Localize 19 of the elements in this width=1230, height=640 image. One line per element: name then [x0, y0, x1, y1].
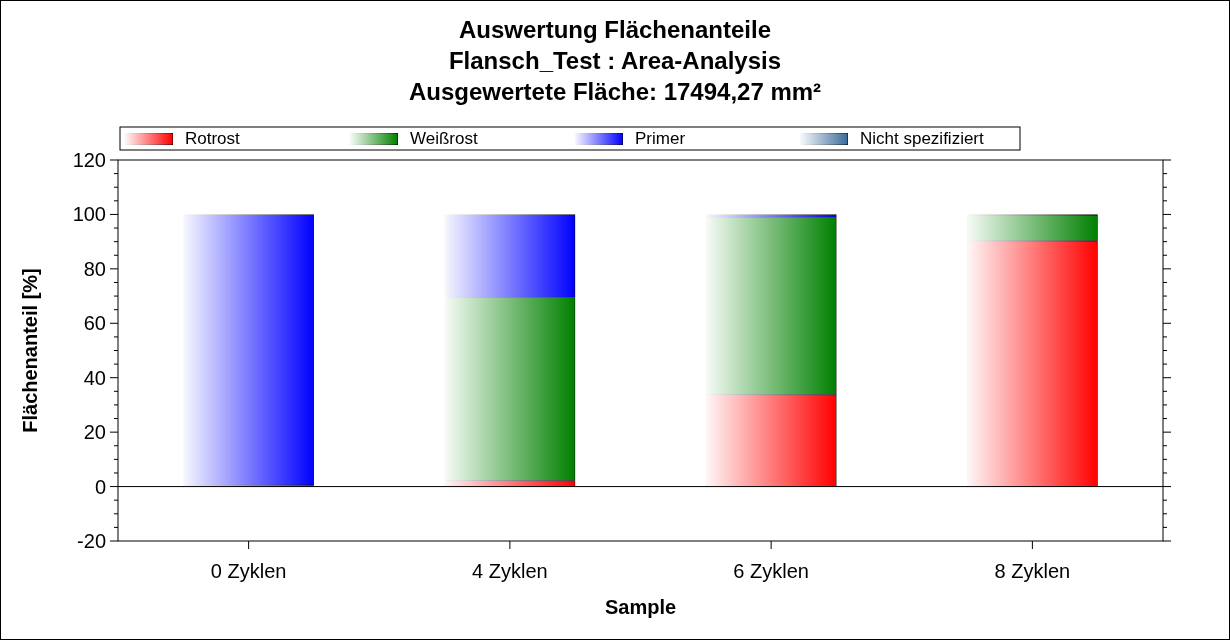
- legend-label: Weißrost: [410, 129, 478, 148]
- x-tick-label: 6 Zyklen: [733, 560, 809, 582]
- y-tick-label: 80: [83, 257, 106, 280]
- x-tick-label: 8 Zyklen: [994, 560, 1071, 582]
- y-tick-label: 60: [83, 312, 106, 335]
- y-tick-label: 40: [83, 366, 106, 389]
- y-tick-label: -20: [77, 530, 106, 552]
- y-tick-label: 120: [72, 149, 106, 171]
- x-tick-label: 4 Zyklen: [472, 560, 548, 582]
- x-axis-title: Sample: [604, 596, 677, 618]
- y-tick-label: 100: [72, 203, 106, 226]
- chart-title: Auswertung Flächenanteile Flansch_Test : Area-Analysis Ausgewertete Fläche: 17494,27 mm²: [408, 16, 822, 105]
- y-axis-title: Flächenanteil [%]: [19, 268, 41, 433]
- legend-label: Nicht spezifiziert: [860, 129, 985, 148]
- y-tick-label: 0: [94, 475, 106, 498]
- y-tick-label: 20: [83, 421, 106, 444]
- legend-label: Primer: [635, 129, 686, 148]
- x-tick-label: 0 Zyklen: [210, 560, 287, 582]
- legend-label: Rotrost: [185, 129, 241, 148]
